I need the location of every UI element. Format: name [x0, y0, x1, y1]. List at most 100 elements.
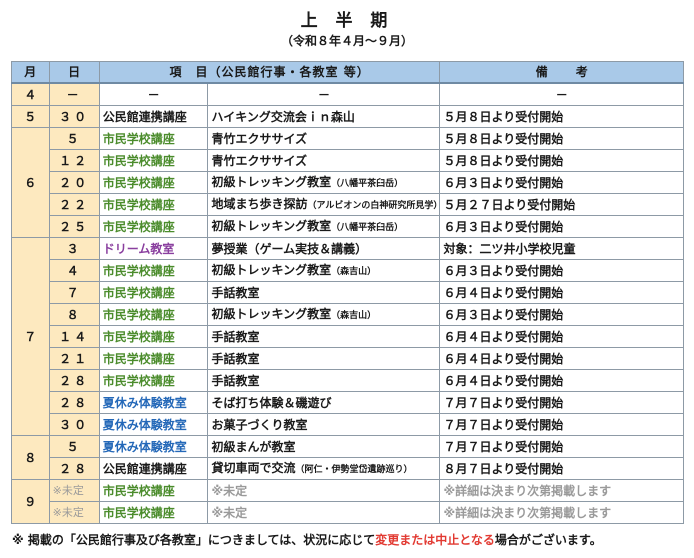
item-cell: 初級トレッキング教室（森吉山）	[207, 303, 441, 326]
day-cell: ２８	[48, 391, 100, 414]
category-cell: 市民学校講座	[98, 193, 209, 216]
note-cell: ７月７日より受付開始	[439, 435, 684, 458]
item-cell: 青竹エクササイズ	[207, 127, 441, 150]
day-cell: ２８	[48, 369, 100, 392]
item-text: 初級トレッキング教室	[211, 218, 332, 233]
table-row: ３０ 夏休み体験教室 お菓子づくり教室 ７月７日より受付開始	[12, 413, 684, 436]
category-cell: ドリーム教室	[98, 237, 209, 260]
day-pending-text: ※未定	[52, 484, 84, 497]
day-cell: －	[48, 82, 100, 106]
item-cell: お菓子づくり教室	[207, 413, 441, 436]
category-cell: 市民学校講座	[98, 259, 209, 282]
category-cell: 夏休み体験教室	[98, 413, 209, 436]
day-cell: ※未定	[48, 479, 100, 502]
item-text: 貸切車両で交流	[211, 460, 296, 475]
table-row: ７ 市民学校講座 手話教室 ６月４日より受付開始	[12, 281, 684, 304]
item-location: （アルビオンの白神研究所見学）	[307, 200, 440, 211]
item-location: （八幡平茶臼岳）	[331, 222, 404, 233]
note-cell: ６月４日より受付開始	[439, 281, 684, 304]
item-cell: 手話教室	[207, 347, 441, 370]
day-cell: ３	[48, 237, 100, 260]
item-text: 初級トレッキング教室	[211, 306, 332, 321]
item-location: （阿仁・伊勢堂岱遺跡巡り）	[295, 464, 413, 475]
day-cell: ２０	[48, 171, 100, 194]
item-text: 初級トレッキング教室	[211, 262, 332, 277]
item-cell: 初級トレッキング教室（八幡平茶臼岳）	[207, 215, 441, 238]
note-cell: ６月４日より受付開始	[439, 347, 684, 370]
table-row: ９ ※未定 市民学校講座 ※未定 ※詳細は決まり次第掲載します	[11, 479, 684, 524]
day-cell: ４	[48, 259, 100, 282]
month-cell: ６	[11, 127, 50, 238]
table-row: ２５ 市民学校講座 初級トレッキング教室（八幡平茶臼岳） ６月３日より受付開始	[12, 215, 684, 238]
category-cell: 市民学校講座	[98, 303, 209, 326]
month-cell: ８	[11, 435, 50, 480]
note-cell: ６月３日より受付開始	[439, 259, 684, 282]
category-cell: 市民学校講座	[98, 127, 209, 150]
schedule-table-header: 月 日 項 目（公民館行事・各教室 等） 備考	[11, 61, 684, 84]
item-cell: 地域まち歩き探訪（アルビオンの白神研究所見学）	[207, 193, 441, 216]
note-cell: ※詳細は決まり次第掲載します	[439, 479, 684, 502]
item-cell: 手話教室	[207, 281, 441, 304]
day-cell: ５	[48, 127, 100, 150]
day-cell: ２２	[48, 193, 100, 216]
schedule-table: 月 日 項 目（公民館行事・各教室 等） 備考 ４ － － － － ５ ３０ 公…	[11, 61, 684, 524]
table-row: ※未定 市民学校講座 ※未定 ※詳細は決まり次第掲載します	[12, 501, 684, 524]
month-cell: ４	[11, 82, 50, 106]
table-row: ６ ５ 市民学校講座 青竹エクササイズ ５月８日より受付開始	[11, 127, 684, 238]
page-title: 上 半 期	[300, 11, 394, 31]
header-item: 項 目（公民館行事・各教室 等）	[98, 61, 441, 84]
category-cell: 公民館連携講座	[98, 105, 209, 128]
page-subtitle: （令和８年４月～９月）	[280, 34, 413, 48]
footnote-text-before: ※ 掲載の「公民館行事及び各教室」につきましては、状況に応じて	[12, 533, 376, 547]
item-cell: ※未定	[207, 479, 441, 502]
note-cell: ６月３日より受付開始	[439, 215, 684, 238]
category-cell: 市民学校講座	[98, 325, 209, 348]
item-location: （森吉山）	[331, 266, 377, 277]
category-cell: 市民学校講座	[98, 149, 209, 172]
category-cell: 夏休み体験教室	[98, 435, 209, 458]
header-day: 日	[48, 61, 100, 84]
footnote-text-after: 場合がございます。	[494, 533, 602, 547]
category-cell: 市民学校講座	[98, 501, 209, 524]
day-cell: ３０	[48, 413, 100, 436]
table-row: ２８ 夏休み体験教室 そば打ち体験＆磯遊び ７月７日より受付開始	[12, 391, 684, 414]
category-cell: 市民学校講座	[98, 347, 209, 370]
month-cell: ７	[11, 237, 50, 436]
day-cell: ８	[48, 303, 100, 326]
day-cell: ２８	[48, 457, 100, 480]
category-cell: 市民学校講座	[98, 281, 209, 304]
category-cell: －	[98, 82, 209, 106]
item-cell: 初級まんが教室	[207, 435, 441, 458]
header-note: 備考	[439, 61, 684, 84]
category-cell: 夏休み体験教室	[98, 391, 209, 414]
footnote-highlight: 変更または中止となる	[375, 533, 495, 547]
item-cell: 手話教室	[207, 369, 441, 392]
category-cell: 市民学校講座	[98, 479, 209, 502]
table-row: ５ ３０ 公民館連携講座 ハイキング交流会ｉｎ森山 ５月８日より受付開始	[11, 105, 684, 128]
day-pending-text: ※未定	[52, 506, 84, 519]
item-cell: ハイキング交流会ｉｎ森山	[207, 105, 441, 128]
item-text: 初級トレッキング教室	[211, 174, 332, 189]
note-cell: ６月４日より受付開始	[439, 325, 684, 348]
day-cell: ２１	[48, 347, 100, 370]
note-cell: ８月７日より受付開始	[439, 457, 684, 480]
item-cell: そば打ち体験＆磯遊び	[207, 391, 441, 414]
day-cell: ３０	[48, 105, 100, 128]
table-row: ８ ５ 夏休み体験教室 初級まんが教室 ７月７日より受付開始	[11, 435, 684, 480]
month-cell: ５	[11, 105, 50, 128]
note-cell: ７月７日より受付開始	[439, 413, 684, 436]
table-row: ４ － － － －	[11, 82, 684, 106]
table-row: ７ ３ ドリーム教室 夢授業（ゲーム実技＆講義） 対象：二ツ井小学校児童	[11, 237, 684, 436]
table-row: １４ 市民学校講座 手話教室 ６月４日より受付開始	[12, 325, 684, 348]
note-cell: ７月７日より受付開始	[439, 391, 684, 414]
day-cell: １４	[48, 325, 100, 348]
item-cell: 初級トレッキング教室（八幡平茶臼岳）	[207, 171, 441, 194]
note-cell: ５月８日より受付開始	[439, 149, 684, 172]
day-cell: ※未定	[48, 501, 100, 524]
note-cell: ※詳細は決まり次第掲載します	[439, 501, 684, 524]
header-month: 月	[11, 61, 50, 84]
table-row: ４ 市民学校講座 初級トレッキング教室（森吉山） ６月３日より受付開始	[12, 259, 684, 282]
item-cell: 手話教室	[207, 325, 441, 348]
note-cell: －	[439, 82, 684, 106]
note-cell: 対象：二ツ井小学校児童	[439, 237, 684, 260]
